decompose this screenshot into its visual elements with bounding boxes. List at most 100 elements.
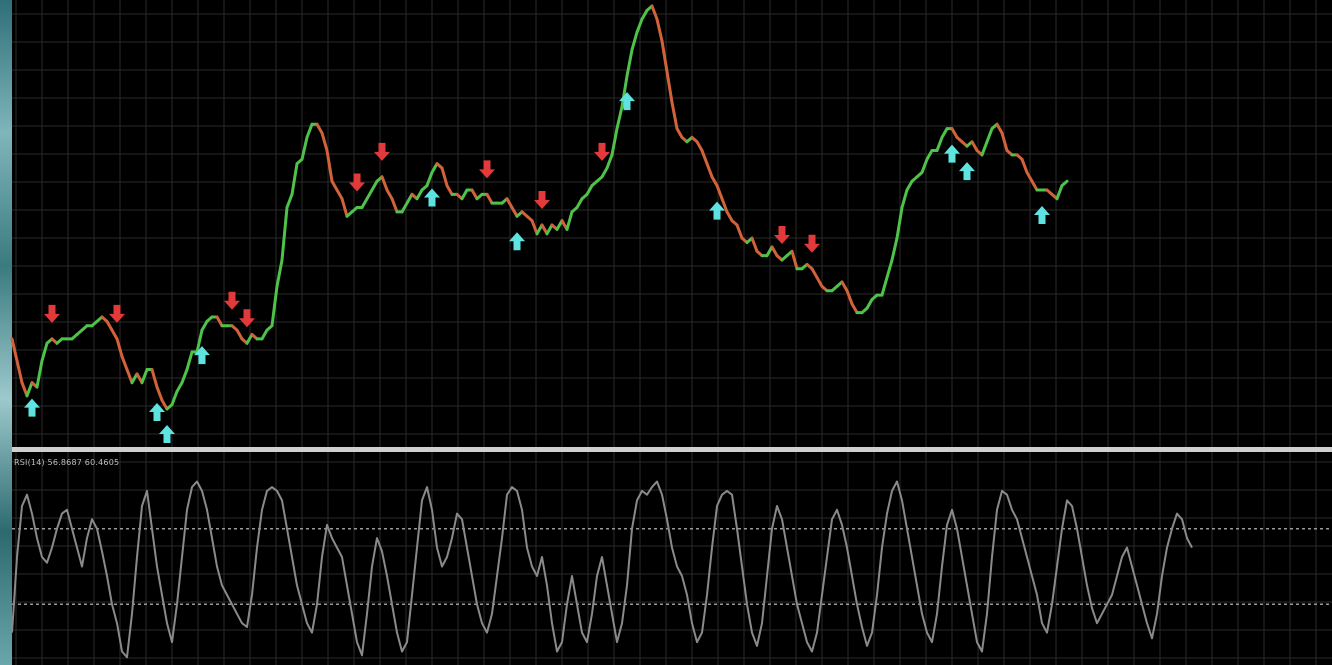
price-segment <box>325 149 334 183</box>
sell-arrow-icon <box>44 304 60 323</box>
price-segment <box>545 223 554 236</box>
price-segment <box>380 175 389 192</box>
signal-arrows <box>24 92 1050 443</box>
price-segment <box>710 175 719 188</box>
price-segment <box>330 179 339 192</box>
price-segment <box>370 179 379 192</box>
sell-arrow-icon <box>534 191 550 209</box>
buy-arrow-icon <box>1034 205 1050 224</box>
price-segment <box>105 319 114 332</box>
price-segment <box>1020 157 1029 174</box>
price-segment <box>390 197 399 214</box>
price-segment <box>815 276 824 288</box>
oscillator-series <box>11 480 1193 659</box>
price-segment <box>285 192 294 209</box>
price-segment <box>720 197 729 214</box>
price-segment <box>305 122 314 139</box>
price-segment <box>650 4 659 21</box>
price-segment <box>400 201 409 214</box>
price-segment <box>640 8 649 21</box>
price-segment <box>735 223 744 240</box>
price-segment <box>1000 131 1009 153</box>
price-segment <box>840 280 849 293</box>
price-segment <box>35 359 44 389</box>
price-segment <box>705 162 714 179</box>
price-segment <box>260 328 269 341</box>
price-segment <box>660 39 669 74</box>
sell-arrow-icon <box>774 226 790 245</box>
price-segment <box>470 188 479 201</box>
price-segment <box>120 354 129 372</box>
price-segment <box>430 162 439 174</box>
price-segment <box>925 149 934 161</box>
price-segment <box>10 337 19 363</box>
price-segment <box>770 245 779 258</box>
buy-arrow-icon <box>959 162 975 181</box>
price-segment <box>635 17 644 34</box>
price-segment <box>110 328 119 341</box>
price-segment <box>895 205 904 240</box>
buy-arrow-icon <box>149 403 165 422</box>
sell-arrow-icon <box>349 173 365 192</box>
price-segment <box>315 122 324 135</box>
price-segment <box>920 157 929 174</box>
price-segment <box>180 368 189 385</box>
buy-arrow-icon <box>194 346 210 365</box>
price-segment <box>170 389 179 407</box>
price-segment <box>675 127 684 139</box>
buy-arrow-icon <box>424 188 440 207</box>
sell-arrow-icon <box>804 234 820 253</box>
buy-arrow-icon <box>24 398 40 417</box>
price-segment <box>565 210 574 231</box>
price-segment <box>245 333 254 345</box>
buy-arrow-icon <box>619 92 635 111</box>
sell-arrow-icon <box>594 142 610 161</box>
sell-arrow-icon <box>479 160 495 179</box>
background-water-edge <box>0 0 12 665</box>
price-segment <box>715 184 724 201</box>
price-segment <box>445 184 454 196</box>
price-segment <box>485 192 494 205</box>
oscillator-levels <box>12 527 1332 606</box>
buy-arrow-icon <box>159 424 175 443</box>
price-segment <box>620 74 629 109</box>
sell-arrow-icon <box>109 304 125 323</box>
price-segment <box>700 149 709 166</box>
price-segment <box>935 135 944 153</box>
price-segment <box>140 368 149 385</box>
price-segment <box>610 127 619 157</box>
price-segment <box>880 276 889 297</box>
price-segment <box>750 236 759 253</box>
price-segment <box>850 302 859 315</box>
price-segment <box>20 381 29 398</box>
price-segment <box>385 188 394 201</box>
price-segment <box>365 188 374 201</box>
sell-arrow-icon <box>239 309 255 328</box>
price-segment <box>600 166 609 179</box>
price-series <box>10 4 1069 411</box>
price-segment <box>725 210 734 223</box>
price-segment <box>150 368 159 389</box>
price-segment <box>505 197 514 209</box>
price-segment <box>905 179 914 192</box>
grid <box>12 0 1332 665</box>
price-segment <box>200 319 209 332</box>
price-segment <box>970 140 979 153</box>
price-segment <box>995 122 1004 135</box>
price-segment <box>695 140 704 153</box>
panel-separator <box>12 447 1332 452</box>
price-segment <box>1060 179 1069 188</box>
price-segment <box>300 135 309 161</box>
price-segment <box>940 127 949 139</box>
price-segment <box>630 30 639 52</box>
price-segment <box>790 249 799 271</box>
price-segment <box>900 188 909 209</box>
buy-arrow-icon <box>709 201 725 220</box>
price-segment <box>510 205 519 218</box>
price-segment <box>15 359 24 385</box>
price-segment <box>360 197 369 209</box>
price-segment <box>665 70 674 104</box>
price-segment <box>890 236 899 262</box>
